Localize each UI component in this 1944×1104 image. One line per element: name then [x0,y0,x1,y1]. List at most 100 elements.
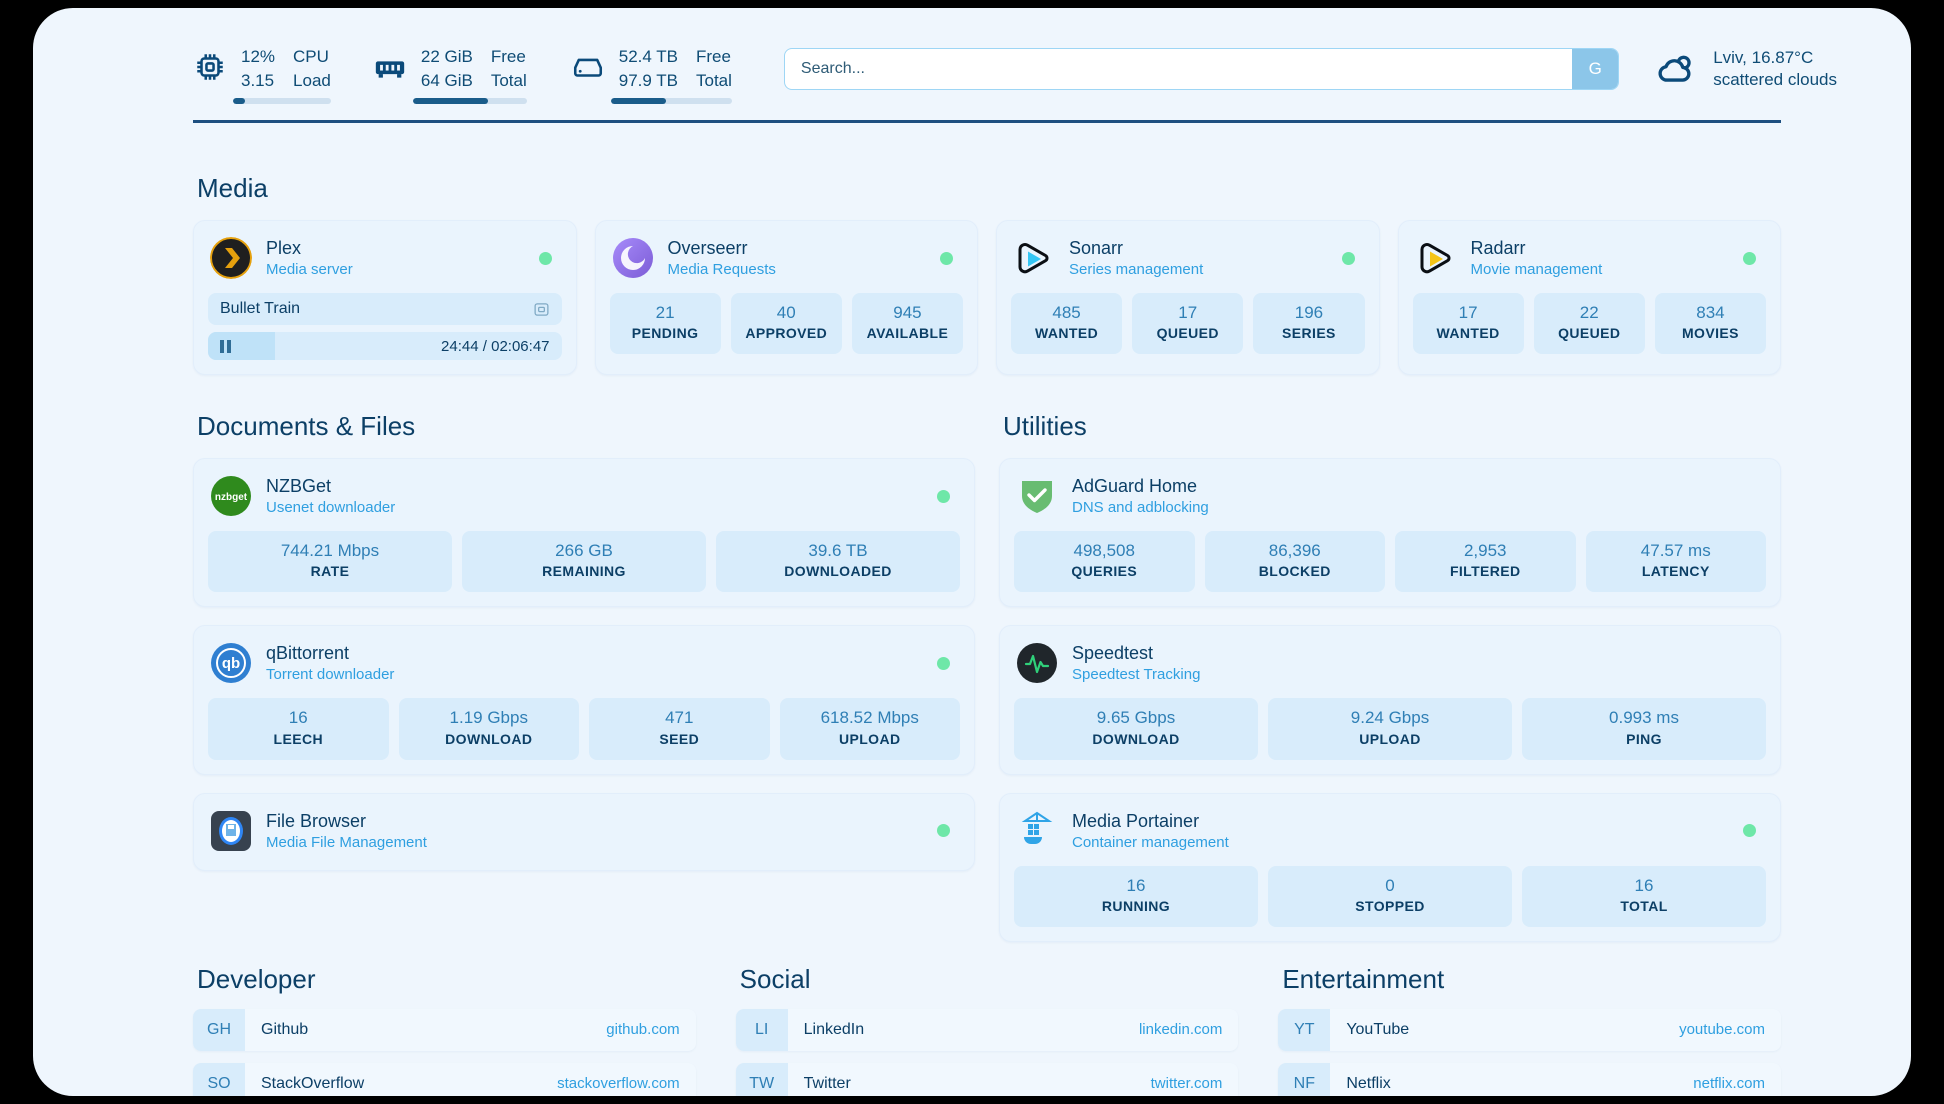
stat-value: 16 [1126,875,1146,895]
stat-label: UPLOAD [1359,730,1421,747]
ram-label-top: Free [490,46,526,66]
bookmark-name: Netflix [1346,1074,1391,1092]
bookmark-badge: TW [735,1062,788,1096]
svg-text:qb: qb [222,655,240,672]
stat-tile: 16 RUNNING [1014,865,1258,927]
stats-row: 498,508 QUERIES 86,396 BLOCKED 2,953 FIL… [1014,531,1766,593]
ram-usage-bar [412,98,527,105]
stat-tile: 498,508 QUERIES [1014,531,1195,593]
cast-icon[interactable] [533,301,550,318]
main-content: Media Plex Media server [33,173,1911,1096]
bookmark-url: linkedin.com [1138,1021,1223,1039]
bookmark-url: github.com [606,1021,680,1039]
stat-value: 16 [1634,875,1654,895]
service-name: File Browser [266,810,367,831]
stat-value: 17 [1458,303,1478,322]
service-card-media-portainer[interactable]: Media Portainer Container management 16 … [999,792,1781,942]
stat-value: 471 [665,708,694,728]
card-header: Sonarr Series management [1011,233,1365,283]
service-card-adguard-home[interactable]: AdGuard Home DNS and adblocking 498,508 … [999,458,1781,608]
status-dot [937,824,950,837]
stats-row: 744.21 Mbps RATE 266 GB REMAINING 39.6 T… [208,531,960,593]
stat-value: 47.57 ms [1640,541,1711,560]
stat-value: 498,508 [1073,541,1135,560]
documents-column: Documents & Files nzbget [193,375,975,942]
service-card-file-browser[interactable]: File Browser Media File Management [193,792,975,871]
service-name: Media Portainer [1072,810,1200,831]
ram-usage-bar-fill [412,98,489,105]
bookmark-item-github[interactable]: GH Github github.com [193,1008,696,1051]
search-box[interactable]: G [783,48,1620,90]
stats-row: 16 RUNNING 0 STOPPED 16 TOTAL [1014,865,1766,927]
media-card-grid: Plex Media server Bullet Train [193,220,1781,375]
stat-value: 0 [1385,875,1395,895]
bookmark-list: YT YouTube youtube.com NF Netflix netfli… [1278,1008,1781,1096]
bookmark-item-stackoverflow[interactable]: SO StackOverflow stackoverflow.com [193,1062,696,1096]
portainer-icon [1016,810,1058,852]
stat-tile: 9.65 Gbps DOWNLOAD [1014,698,1258,760]
service-card-speedtest[interactable]: Speedtest Speedtest Tracking 9.65 Gbps D… [999,625,1781,775]
card-header: AdGuard Home DNS and adblocking [1014,471,1766,521]
bookmark-item-twitter[interactable]: TW Twitter twitter.com [735,1062,1239,1096]
radarr-icon [1415,237,1457,279]
stat-value: 9.24 Gbps [1350,708,1430,728]
section-title-documents: Documents & Files [197,411,416,441]
stat-tile: 86,396 BLOCKED [1204,531,1385,593]
service-card-sonarr[interactable]: Sonarr Series management 485 WANTED 17 Q… [996,220,1380,375]
bookmark-name: Twitter [803,1074,851,1092]
plex-icon [210,237,252,279]
service-name: Radarr [1470,238,1526,258]
card-header: Media Portainer Container management [1014,806,1766,856]
status-dot [1341,251,1355,265]
stat-value: 86,396 [1268,541,1321,560]
bookmark-item-netflix[interactable]: NF Netflix netflix.com [1278,1062,1781,1096]
status-dot [937,656,950,670]
stat-tile: 40 APPROVED [730,293,842,355]
status-dot [1743,251,1756,265]
service-desc: Torrent downloader [266,666,395,684]
bookmark-name: Github [261,1020,309,1038]
stat-label: FILTERED [1449,563,1521,580]
search-input[interactable] [784,60,1573,78]
stat-label: PENDING [631,325,699,342]
ram-total-value: 64 GiB [420,70,473,90]
stat-tile: 22 QUEUED [1533,293,1645,355]
stat-value: 196 [1294,303,1324,322]
pause-icon[interactable] [220,339,231,353]
bookmark-badge: YT [1278,1008,1331,1051]
ram-stat-group: 22 GiB 64 GiB Free Total [373,46,527,105]
nzbget-icon: nzbget [210,475,252,517]
service-card-plex[interactable]: Plex Media server Bullet Train [193,220,577,375]
dashboard-page: 12% 3.15 CPU Load [33,8,1911,1096]
cpu-usage-bar [233,98,331,105]
stat-label: PING [1626,730,1662,747]
utilities-column: Utilities AdGuard Home [999,375,1781,942]
service-card-nzbget[interactable]: nzbget NZBGet Usenet downloader 74 [193,458,975,608]
search-engine-button[interactable]: G [1572,49,1619,89]
status-dot [940,251,953,265]
weather-location-temp: Lviv, 16.87°C [1713,48,1814,67]
service-card-radarr[interactable]: Radarr Movie management 17 WANTED 22 QUE… [1397,220,1781,375]
card-header: Plex Media server [208,233,562,283]
bookmark-item-linkedin[interactable]: LI LinkedIn linkedin.com [735,1008,1239,1051]
stat-tile: 196 SERIES [1253,293,1365,355]
service-card-qbittorrent[interactable]: qb qBittorrent Torrent downloader [193,625,975,775]
stat-tile: 0.993 ms PING [1522,698,1766,760]
service-desc: DNS and adblocking [1072,499,1209,516]
stat-tile: 471 SEED [589,698,770,760]
stat-tile: 0 STOPPED [1268,865,1512,927]
bookmark-badge: NF [1278,1062,1331,1096]
service-desc: Series management [1069,261,1204,278]
status-dot [538,251,552,265]
service-name: Plex [266,238,302,258]
sonarr-icon [1013,237,1055,279]
playback-progress-bar[interactable]: 24:44 / 02:06:47 [208,332,562,360]
stat-tile: 1.19 Gbps DOWNLOAD [398,698,579,760]
service-name: Speedtest [1072,643,1154,664]
stat-tile: 266 GB REMAINING [462,531,706,593]
bookmark-group-entertainment: Entertainment YT YouTube youtube.com NF … [1278,964,1781,1096]
service-card-overseerr[interactable]: Overseerr Media Requests 21 PENDING 40 A… [594,220,978,375]
stat-label: LATENCY [1641,563,1710,580]
service-desc: Media Requests [667,261,776,278]
bookmark-item-youtube[interactable]: YT YouTube youtube.com [1278,1008,1781,1051]
